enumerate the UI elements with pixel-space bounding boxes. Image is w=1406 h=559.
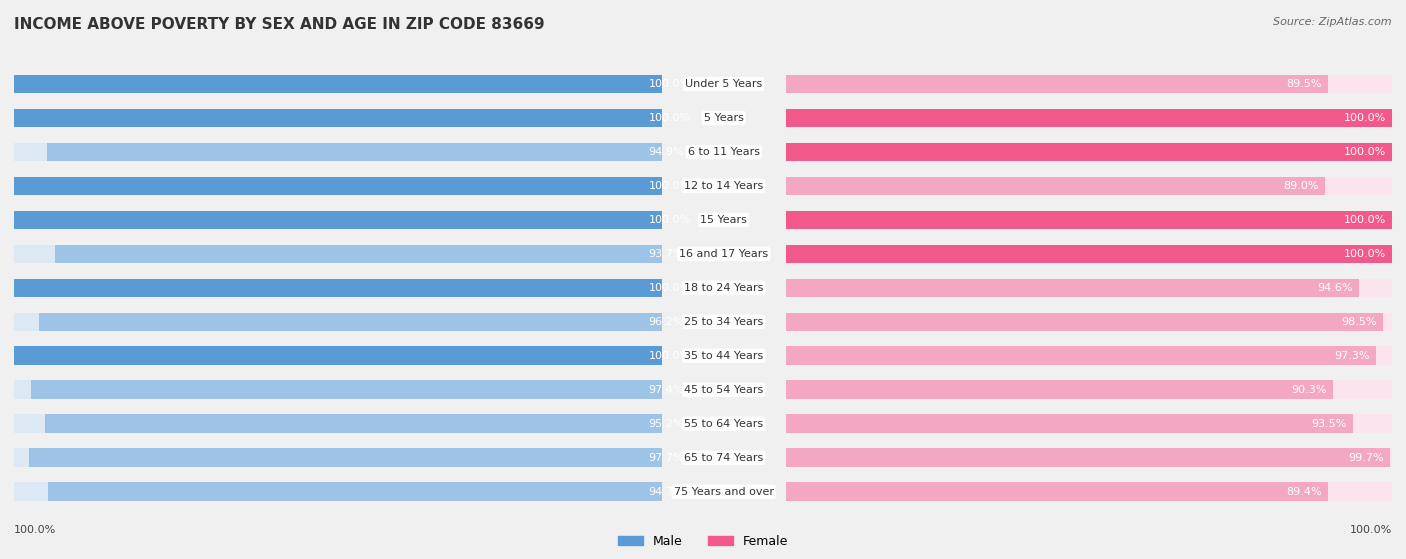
Text: 100.0%: 100.0% — [14, 525, 56, 536]
Bar — [786, 177, 1392, 195]
Text: Source: ZipAtlas.com: Source: ZipAtlas.com — [1274, 17, 1392, 27]
Text: 93.7%: 93.7% — [648, 249, 685, 259]
Bar — [14, 278, 662, 297]
Bar — [786, 143, 1392, 162]
Text: 100.0%: 100.0% — [1344, 147, 1386, 157]
Text: 100.0%: 100.0% — [648, 181, 690, 191]
Bar — [786, 211, 1392, 229]
Bar — [786, 414, 1392, 433]
Bar — [786, 143, 1392, 162]
Text: 94.7%: 94.7% — [648, 487, 685, 497]
Bar — [14, 75, 662, 93]
Text: 35 to 44 Years: 35 to 44 Years — [685, 351, 763, 361]
Text: 99.7%: 99.7% — [1348, 453, 1384, 463]
Bar — [14, 108, 662, 127]
Bar — [786, 312, 1384, 331]
Bar — [31, 381, 662, 399]
Text: 100.0%: 100.0% — [648, 215, 690, 225]
Bar — [14, 312, 662, 331]
Bar — [14, 211, 662, 229]
Text: 25 to 34 Years: 25 to 34 Years — [685, 317, 763, 327]
Text: 95.2%: 95.2% — [648, 419, 685, 429]
Bar — [14, 414, 662, 433]
Bar — [55, 245, 662, 263]
Bar — [14, 482, 662, 501]
Text: 94.6%: 94.6% — [1317, 283, 1353, 293]
Text: 16 and 17 Years: 16 and 17 Years — [679, 249, 768, 259]
Text: INCOME ABOVE POVERTY BY SEX AND AGE IN ZIP CODE 83669: INCOME ABOVE POVERTY BY SEX AND AGE IN Z… — [14, 17, 544, 32]
Bar — [14, 245, 662, 263]
Bar — [30, 448, 662, 467]
Text: 90.3%: 90.3% — [1292, 385, 1327, 395]
Text: 89.5%: 89.5% — [1286, 79, 1322, 89]
Bar — [14, 177, 662, 195]
Bar — [14, 211, 662, 229]
Bar — [39, 312, 662, 331]
Text: 97.3%: 97.3% — [1334, 351, 1369, 361]
Bar — [786, 347, 1392, 365]
Text: Under 5 Years: Under 5 Years — [685, 79, 762, 89]
Text: 15 Years: 15 Years — [700, 215, 747, 225]
Text: 100.0%: 100.0% — [1344, 249, 1386, 259]
Text: 65 to 74 Years: 65 to 74 Years — [685, 453, 763, 463]
Bar — [786, 347, 1375, 365]
Bar — [14, 75, 662, 93]
Text: 100.0%: 100.0% — [1344, 113, 1386, 123]
Text: 45 to 54 Years: 45 to 54 Years — [685, 385, 763, 395]
Text: 18 to 24 Years: 18 to 24 Years — [683, 283, 763, 293]
Bar — [786, 211, 1392, 229]
Bar — [786, 278, 1360, 297]
Bar — [786, 245, 1392, 263]
Bar — [786, 482, 1327, 501]
Text: 6 to 11 Years: 6 to 11 Years — [688, 147, 759, 157]
Bar — [786, 75, 1329, 93]
Bar — [14, 381, 662, 399]
Bar — [14, 448, 662, 467]
Text: 94.9%: 94.9% — [648, 147, 685, 157]
Bar — [14, 278, 662, 297]
Bar — [786, 177, 1326, 195]
Text: 75 Years and over: 75 Years and over — [673, 487, 773, 497]
Bar — [786, 381, 1333, 399]
Text: 100.0%: 100.0% — [648, 113, 690, 123]
Text: 55 to 64 Years: 55 to 64 Years — [685, 419, 763, 429]
Bar — [46, 143, 662, 162]
Text: 100.0%: 100.0% — [1344, 215, 1386, 225]
Bar — [14, 347, 662, 365]
Bar — [786, 482, 1392, 501]
Bar — [786, 108, 1392, 127]
Text: 12 to 14 Years: 12 to 14 Years — [685, 181, 763, 191]
Bar — [786, 448, 1391, 467]
Text: 100.0%: 100.0% — [648, 283, 690, 293]
Bar — [786, 312, 1392, 331]
Text: 97.7%: 97.7% — [648, 453, 685, 463]
Bar — [786, 381, 1392, 399]
Text: 5 Years: 5 Years — [704, 113, 744, 123]
Bar — [45, 414, 662, 433]
Bar — [786, 108, 1392, 127]
Text: 100.0%: 100.0% — [648, 79, 690, 89]
Text: 93.5%: 93.5% — [1310, 419, 1347, 429]
Text: 89.4%: 89.4% — [1286, 487, 1322, 497]
Text: 98.5%: 98.5% — [1341, 317, 1376, 327]
Bar — [14, 347, 662, 365]
Bar — [48, 482, 662, 501]
Bar — [14, 143, 662, 162]
Text: 97.4%: 97.4% — [648, 385, 685, 395]
Bar — [786, 75, 1392, 93]
Bar — [786, 414, 1353, 433]
Legend: Male, Female: Male, Female — [613, 530, 793, 553]
Bar — [786, 245, 1392, 263]
Bar — [786, 278, 1392, 297]
Bar — [14, 177, 662, 195]
Text: 89.0%: 89.0% — [1284, 181, 1319, 191]
Bar — [786, 448, 1392, 467]
Text: 96.2%: 96.2% — [648, 317, 685, 327]
Text: 100.0%: 100.0% — [1350, 525, 1392, 536]
Text: 100.0%: 100.0% — [648, 351, 690, 361]
Bar — [14, 108, 662, 127]
